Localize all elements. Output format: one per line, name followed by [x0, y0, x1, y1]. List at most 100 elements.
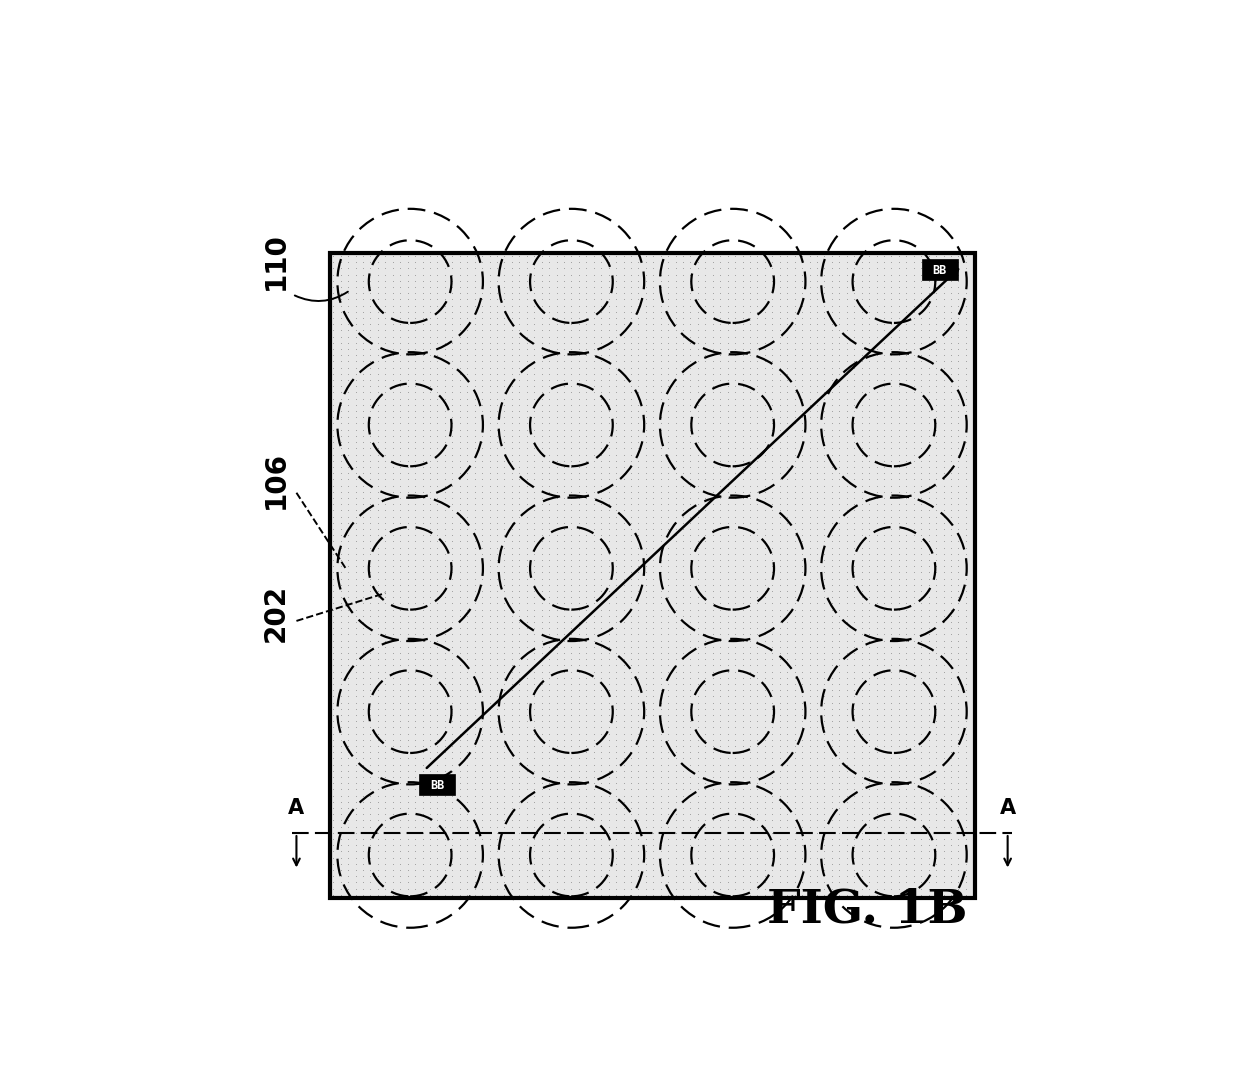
Point [956, 626, 976, 643]
Point [584, 539, 604, 556]
Point [413, 303, 433, 320]
Point [770, 725, 790, 742]
Point [465, 539, 485, 556]
Point [398, 806, 418, 823]
Point [621, 365, 641, 382]
Point [703, 700, 723, 717]
Point [547, 812, 567, 829]
Point [844, 644, 864, 662]
Point [413, 763, 433, 780]
Point [852, 626, 872, 643]
Point [956, 582, 976, 599]
Point [696, 613, 715, 630]
Point [785, 365, 805, 382]
Point [517, 830, 537, 847]
Point [584, 886, 604, 903]
Point [353, 340, 373, 358]
Point [703, 347, 723, 364]
Point [480, 253, 500, 271]
Point [517, 415, 537, 432]
Point [963, 409, 983, 426]
Point [859, 551, 879, 568]
Point [822, 477, 842, 494]
Point [584, 278, 604, 295]
Point [353, 365, 373, 382]
Point [599, 533, 619, 550]
Point [502, 340, 522, 358]
Point [644, 546, 663, 563]
Point [443, 383, 463, 401]
Point [800, 676, 820, 693]
Point [792, 403, 812, 420]
Point [733, 372, 753, 389]
Point [755, 781, 775, 798]
Point [711, 725, 730, 742]
Point [897, 514, 916, 532]
Point [792, 247, 812, 264]
Point [859, 830, 879, 847]
Point [331, 700, 351, 717]
Point [495, 266, 515, 284]
Point [859, 316, 879, 333]
Point [792, 421, 812, 438]
Point [331, 676, 351, 693]
Point [428, 570, 448, 587]
Point [673, 743, 693, 760]
Point [339, 855, 358, 872]
Point [852, 774, 872, 792]
Point [331, 297, 351, 315]
Point [919, 409, 939, 426]
Point [844, 490, 864, 507]
Point [339, 316, 358, 333]
Point [733, 278, 753, 295]
Point [510, 434, 529, 451]
Point [376, 874, 396, 891]
Point [897, 490, 916, 507]
Point [554, 756, 574, 773]
Point [502, 390, 522, 407]
Point [867, 651, 887, 668]
Point [339, 874, 358, 891]
Point [517, 477, 537, 494]
Point [800, 285, 820, 302]
Point [569, 328, 589, 345]
Point [599, 713, 619, 730]
Point [807, 676, 827, 693]
Point [391, 707, 410, 724]
Point [904, 459, 924, 476]
Point [331, 806, 351, 823]
Point [577, 663, 596, 680]
Point [815, 763, 835, 780]
Point [740, 303, 760, 320]
Point [502, 812, 522, 829]
Point [525, 334, 544, 351]
Point [718, 682, 738, 699]
Point [376, 861, 396, 879]
Point [525, 595, 544, 612]
Point [398, 365, 418, 382]
Point [763, 638, 782, 655]
Point [956, 694, 976, 711]
Point [480, 682, 500, 699]
Point [800, 490, 820, 507]
Point [897, 700, 916, 717]
Point [339, 812, 358, 829]
Point [785, 539, 805, 556]
Point [867, 806, 887, 823]
Point [383, 719, 403, 736]
Point [614, 781, 634, 798]
Point [599, 651, 619, 668]
Point [889, 763, 909, 780]
Point [919, 557, 939, 575]
Point [911, 322, 931, 339]
Point [711, 564, 730, 581]
Point [584, 359, 604, 376]
Point [480, 285, 500, 302]
Point [599, 564, 619, 581]
Point [718, 644, 738, 662]
Point [867, 682, 887, 699]
Point [495, 439, 515, 456]
Point [532, 347, 552, 364]
Point [859, 824, 879, 841]
Point [822, 676, 842, 693]
